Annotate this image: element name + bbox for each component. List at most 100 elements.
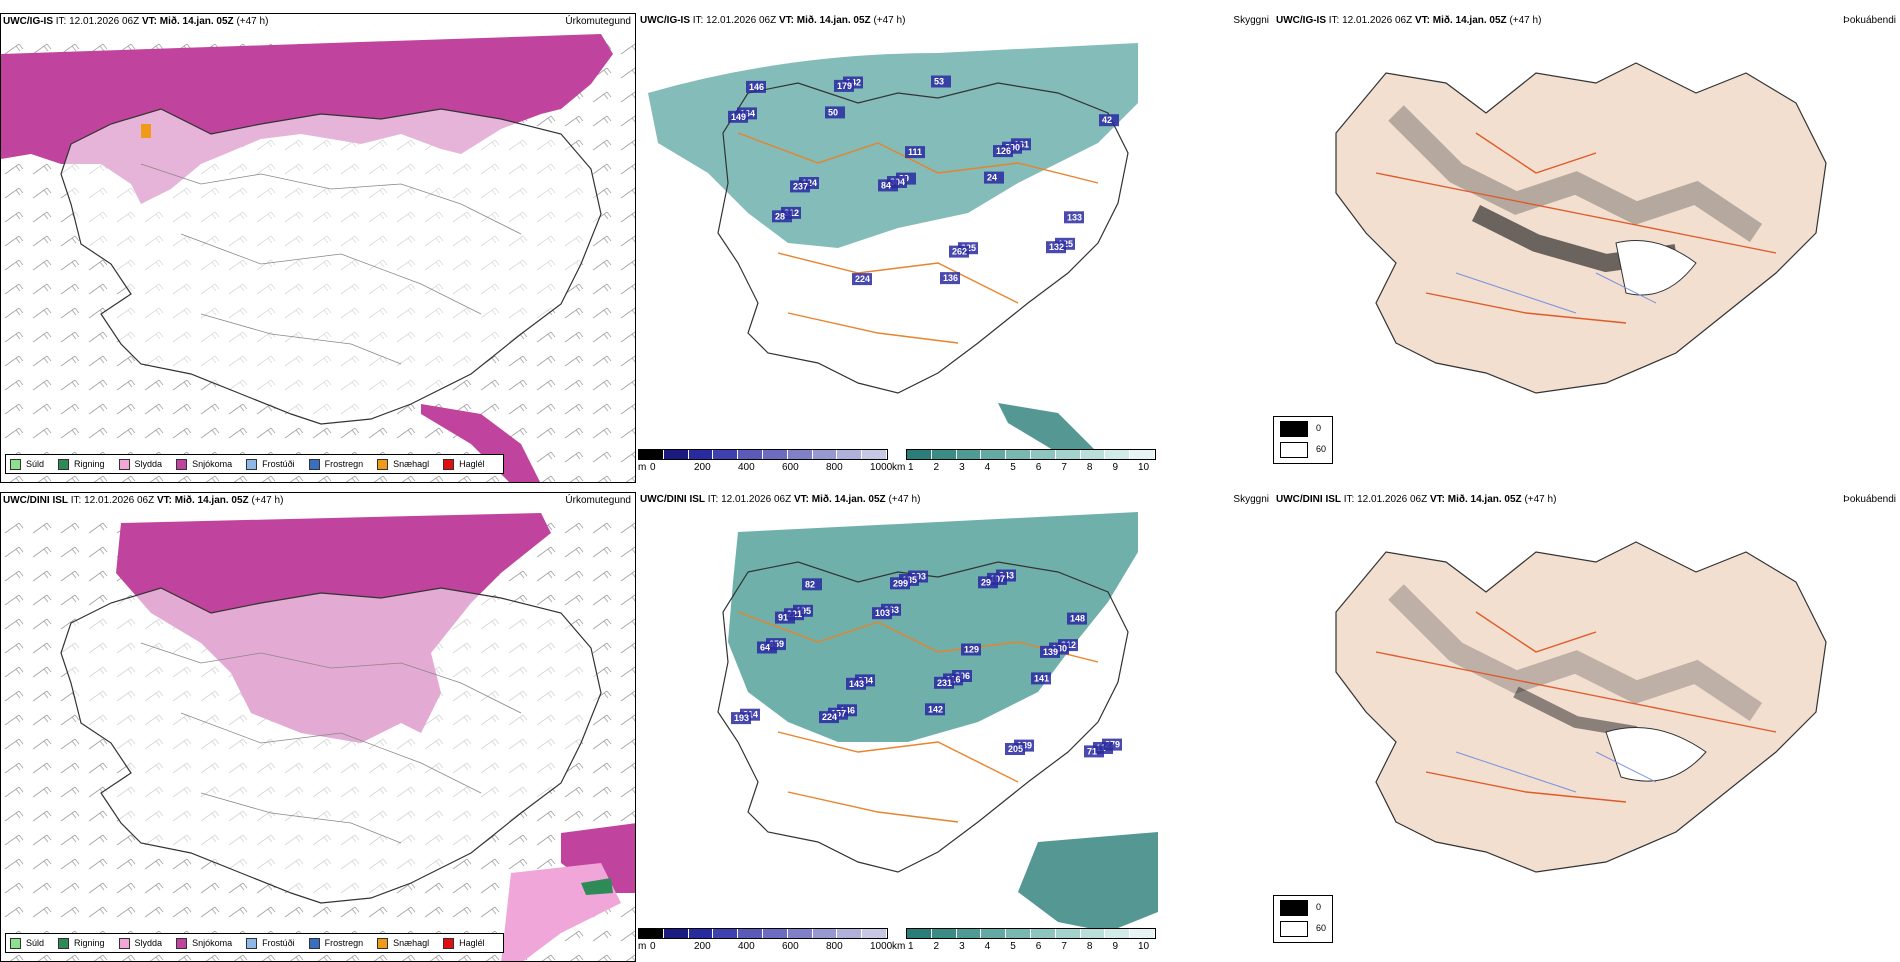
colorbar-segment [1006, 929, 1031, 938]
legend-item: Snjókoma [176, 937, 233, 949]
ceiling-marker [846, 677, 866, 690]
legend-label: Snjókoma [192, 938, 233, 948]
colorbar-segment [812, 929, 838, 938]
colorbar-segment [931, 450, 957, 459]
colorbar-segment [1006, 450, 1031, 459]
fog-map [1335, 62, 1827, 394]
legend-swatch [58, 458, 70, 470]
iceland-outline [717, 82, 1129, 394]
ceiling-marker [1064, 211, 1084, 224]
colorbar-segment [639, 450, 664, 459]
colorbar-tick-label: 200 [694, 462, 711, 473]
colorbar-segment [738, 450, 763, 459]
colorbar-tick-label: 400 [738, 941, 755, 952]
colorbar-segment [862, 450, 887, 459]
ceiling-value-label: 29 [981, 577, 991, 587]
ceiling-value-label: 91 [778, 613, 788, 623]
ceiling-value-label: 129 [964, 645, 979, 655]
legend-swatch [118, 937, 130, 949]
colorbar-segment [1055, 929, 1081, 938]
colorbar-tick-label: 4 [984, 941, 991, 952]
legend-swatch [246, 937, 258, 949]
colorbar-segment [907, 450, 932, 459]
ceiling-colorbar: m 0 200 400 600 800 1000 [638, 928, 892, 954]
ceiling-value-label: 84 [881, 180, 891, 190]
legend-item: Snæhagl [377, 937, 429, 949]
colorbar-tick-label: 7 [1061, 462, 1067, 473]
visibility-panel-dini: UWC/DINI ISL IT: 12.01.2026 06Z VT: Mið.… [638, 492, 1273, 962]
legend-swatch [443, 937, 455, 949]
colorbar-segment [1130, 450, 1155, 459]
ceiling-value-label: 224 [855, 274, 870, 284]
ceiling-value-label: 237 [793, 181, 808, 191]
panel-title: Úrkomutegund [565, 16, 631, 27]
legend-swatch [443, 458, 455, 470]
colorbar-tick-label: 5 [1010, 941, 1016, 952]
legend-item: Haglél [443, 937, 485, 949]
legend-label: Frostregn [324, 938, 364, 948]
colorbar-segment [639, 929, 664, 938]
road-network [737, 611, 1099, 823]
colorbar-tick-label: 600 [782, 941, 799, 952]
panel-title: Skyggni [1233, 494, 1269, 505]
colorbar-tick-label: 1 [908, 462, 914, 473]
colorbar-segment [713, 929, 739, 938]
ceiling-value-label: 111 [908, 147, 922, 157]
ceiling-value-label: 53 [934, 77, 944, 87]
colorbar-tick-label: 400 [738, 462, 755, 473]
legend-swatch [10, 937, 21, 949]
legend-swatch [308, 937, 320, 949]
ceiling-value-label: 224 [822, 712, 837, 722]
ceiling-marker [872, 607, 892, 620]
colorbar-tick-label: 9 [1112, 462, 1118, 473]
fog-legend: 0 60 [1273, 416, 1333, 464]
precip-legend: Súld Rigning Slydda Snjókoma Frostúði Frostre… [5, 933, 504, 953]
colorbar-segment [1030, 929, 1056, 938]
colorbar-tick-label: 600 [782, 462, 799, 473]
colorbar-segment [688, 929, 714, 938]
legend-swatch [308, 458, 320, 470]
iceland-outline [1335, 541, 1827, 873]
colorbar-tick-label: 3 [959, 941, 965, 952]
fog-legend: 0 60 [1273, 895, 1333, 943]
legend-label: Súld [26, 459, 45, 469]
legend-item: Súld [10, 458, 45, 470]
ceiling-value-label: 142 [928, 704, 943, 714]
ceiling-marker [1040, 645, 1060, 658]
legend-item: Snæhagl [377, 458, 429, 470]
legend-label: Snjókoma [192, 459, 233, 469]
legend-item: Haglél [443, 458, 485, 470]
ceiling-value-label: 82 [805, 579, 815, 589]
ceiling-marker [949, 245, 969, 258]
colorbar-segment [663, 929, 689, 938]
colorbar-segment [688, 450, 714, 459]
iceland-outline [717, 561, 1129, 873]
colorbar-tick-label: 5 [1010, 462, 1016, 473]
ceiling-marker [878, 179, 898, 192]
legend-label: Rigning [74, 459, 105, 469]
ceiling-value-label: 141 [1034, 673, 1049, 683]
legend-swatch [176, 937, 188, 949]
colorbar-segment [812, 450, 838, 459]
precip-type-panel-dini: UWC/DINI ISL IT: 12.01.2026 06Z VT: Mið.… [0, 492, 636, 962]
visibility-panel-ig-is: UWC/IG-IS IT: 12.01.2026 06Z VT: Mið. 14… [638, 13, 1273, 483]
ceiling-marker [825, 106, 845, 119]
iceland-outline [1335, 62, 1827, 394]
ceiling-value-label: 28 [775, 211, 785, 221]
ceiling-marker [1031, 672, 1051, 685]
ceiling-value-label: 179 [837, 81, 852, 91]
colorbar-tick-label: 2 [933, 941, 940, 952]
panel-header: UWC/IG-IS IT: 12.01.2026 06Z VT: Mið. 14… [1276, 13, 1900, 29]
ceiling-marker [934, 676, 954, 689]
ceiling-value-label: 133 [1067, 212, 1082, 222]
panel-title: Skyggni [1233, 15, 1269, 26]
ceiling-value-label: 139 [1043, 647, 1058, 657]
ceiling-value-label: 231 [937, 678, 952, 688]
ceiling-marker [819, 711, 839, 724]
ceiling-marker [961, 643, 981, 656]
ceiling-marker [890, 577, 910, 590]
colorbar-segment [862, 929, 887, 938]
ceiling-value-label: 42 [1102, 115, 1112, 125]
colorbar-tick-label: 1000 [870, 462, 893, 473]
colorbar-segment [1080, 929, 1106, 938]
